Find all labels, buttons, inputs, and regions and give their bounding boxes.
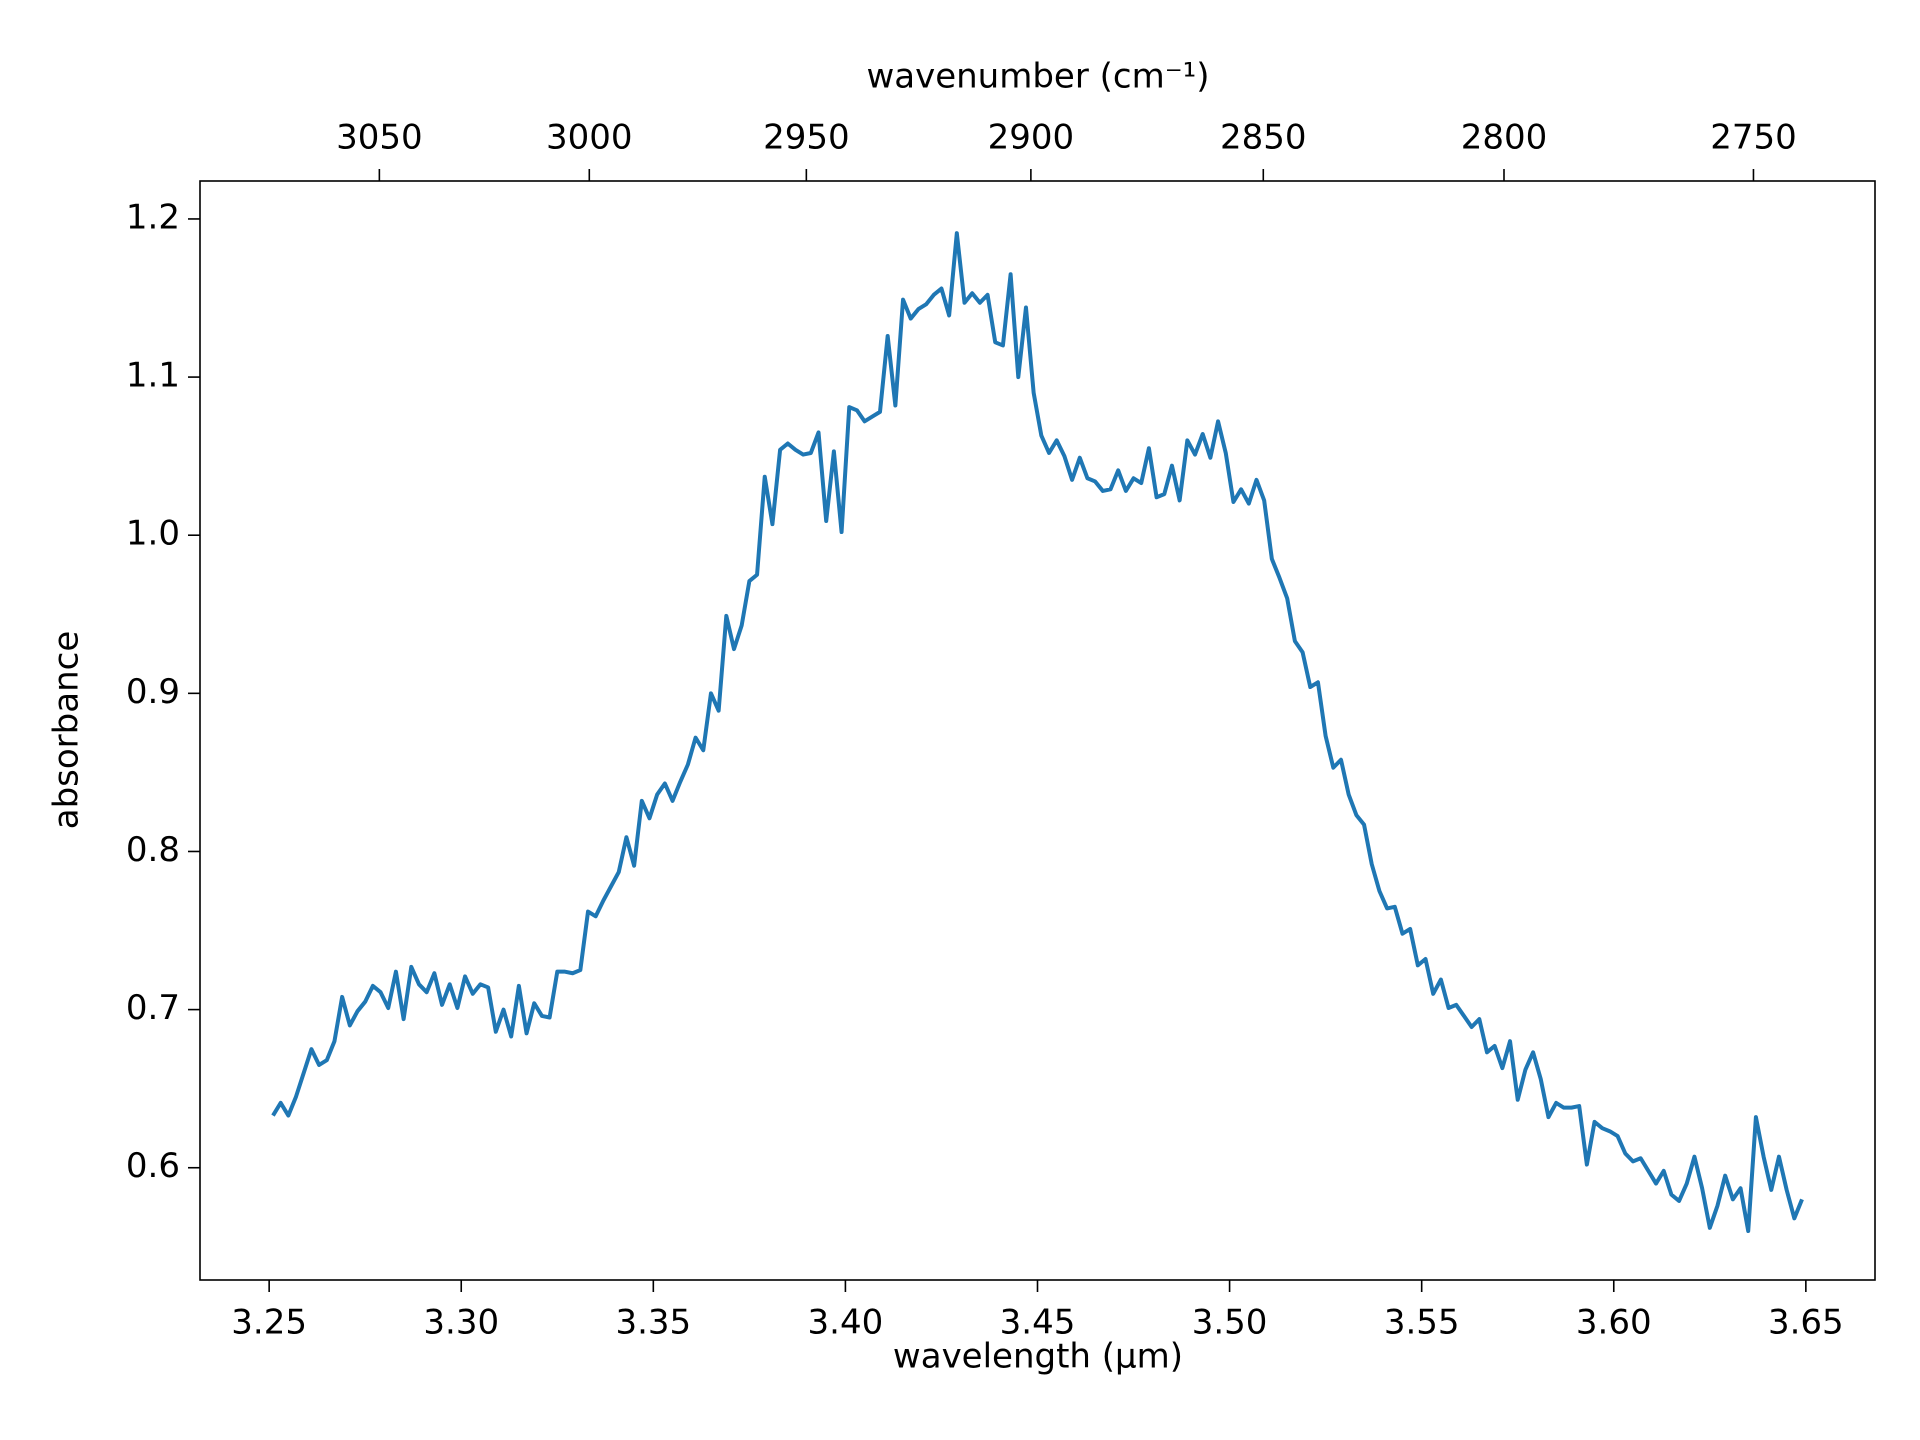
y-tick-label: 0.6: [126, 1146, 180, 1186]
x-tick-label: 3.45: [1000, 1303, 1076, 1343]
y-tick-label: 0.7: [126, 988, 180, 1028]
x2-tick-label: 2800: [1461, 118, 1548, 158]
x2-tick-label: 3050: [336, 118, 423, 158]
y-tick-label: 0.9: [126, 672, 180, 712]
x-tick-label: 3.65: [1768, 1303, 1844, 1343]
x-tick-label: 3.50: [1192, 1303, 1268, 1343]
y-tick-label: 1.0: [126, 514, 180, 554]
data-line: [271, 231, 1804, 1233]
x2-tick-label: 2900: [988, 118, 1075, 158]
x-tick-label: 3.60: [1576, 1303, 1652, 1343]
x2-axis-label: wavenumber (cm⁻¹): [866, 57, 1209, 97]
y-tick-label: 1.2: [126, 197, 180, 237]
x-tick-label: 3.40: [808, 1303, 884, 1343]
y-tick-label: 1.1: [126, 356, 180, 396]
x2-tick-label: 2950: [763, 118, 850, 158]
y-axis-label: absorbance: [47, 631, 87, 830]
x-tick-label: 3.25: [231, 1303, 307, 1343]
y-tick-label: 0.8: [126, 830, 180, 870]
x2-tick-label: 3000: [546, 118, 633, 158]
x-tick-label: 3.55: [1384, 1303, 1460, 1343]
x2-tick-label: 2850: [1220, 118, 1307, 158]
x-tick-label: 3.30: [423, 1303, 499, 1343]
x2-tick-label: 2750: [1710, 118, 1797, 158]
x-tick-label: 3.35: [615, 1303, 691, 1343]
plot-frame: [199, 180, 1876, 1281]
x-axis-label: wavelength (μm): [893, 1337, 1183, 1377]
